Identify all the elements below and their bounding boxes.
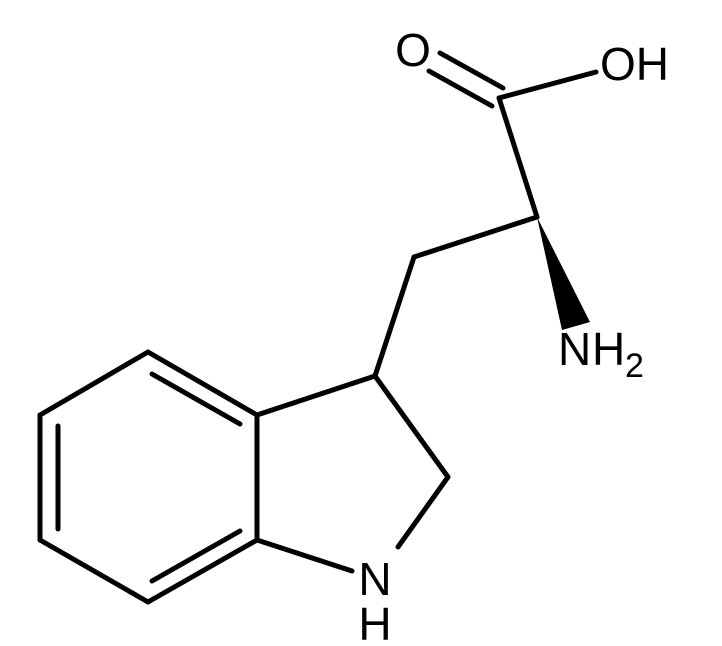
bond-c3-c4-outer	[148, 540, 257, 602]
bond-c9-c5	[257, 376, 375, 415]
bond-c11-c13	[499, 98, 537, 217]
label-n12-N: N	[558, 323, 591, 375]
label-o15: OH	[600, 38, 669, 90]
label-n7: N H	[358, 553, 391, 646]
label-o14: O	[395, 24, 431, 76]
label-n7-H: H	[358, 598, 391, 646]
molecule-canvas: O OH N H 2 N H	[0, 0, 722, 646]
bond-c13-o15	[499, 72, 596, 98]
bond-c6-c1	[40, 352, 148, 415]
label-n12: N H 2	[558, 323, 644, 385]
wedge-c11-n12	[537, 217, 590, 330]
bond-n7-c8	[398, 477, 448, 547]
label-n12-sub: 2	[625, 347, 644, 385]
label-o15-text: OH	[600, 38, 669, 90]
label-n12-H: H	[592, 323, 625, 375]
bond-c9-c10	[375, 257, 414, 376]
bond-c8-c9	[375, 376, 448, 477]
bond-c4-n7	[257, 540, 352, 571]
bond-c2-c3	[40, 540, 148, 602]
bond-c10-c11	[414, 217, 537, 257]
